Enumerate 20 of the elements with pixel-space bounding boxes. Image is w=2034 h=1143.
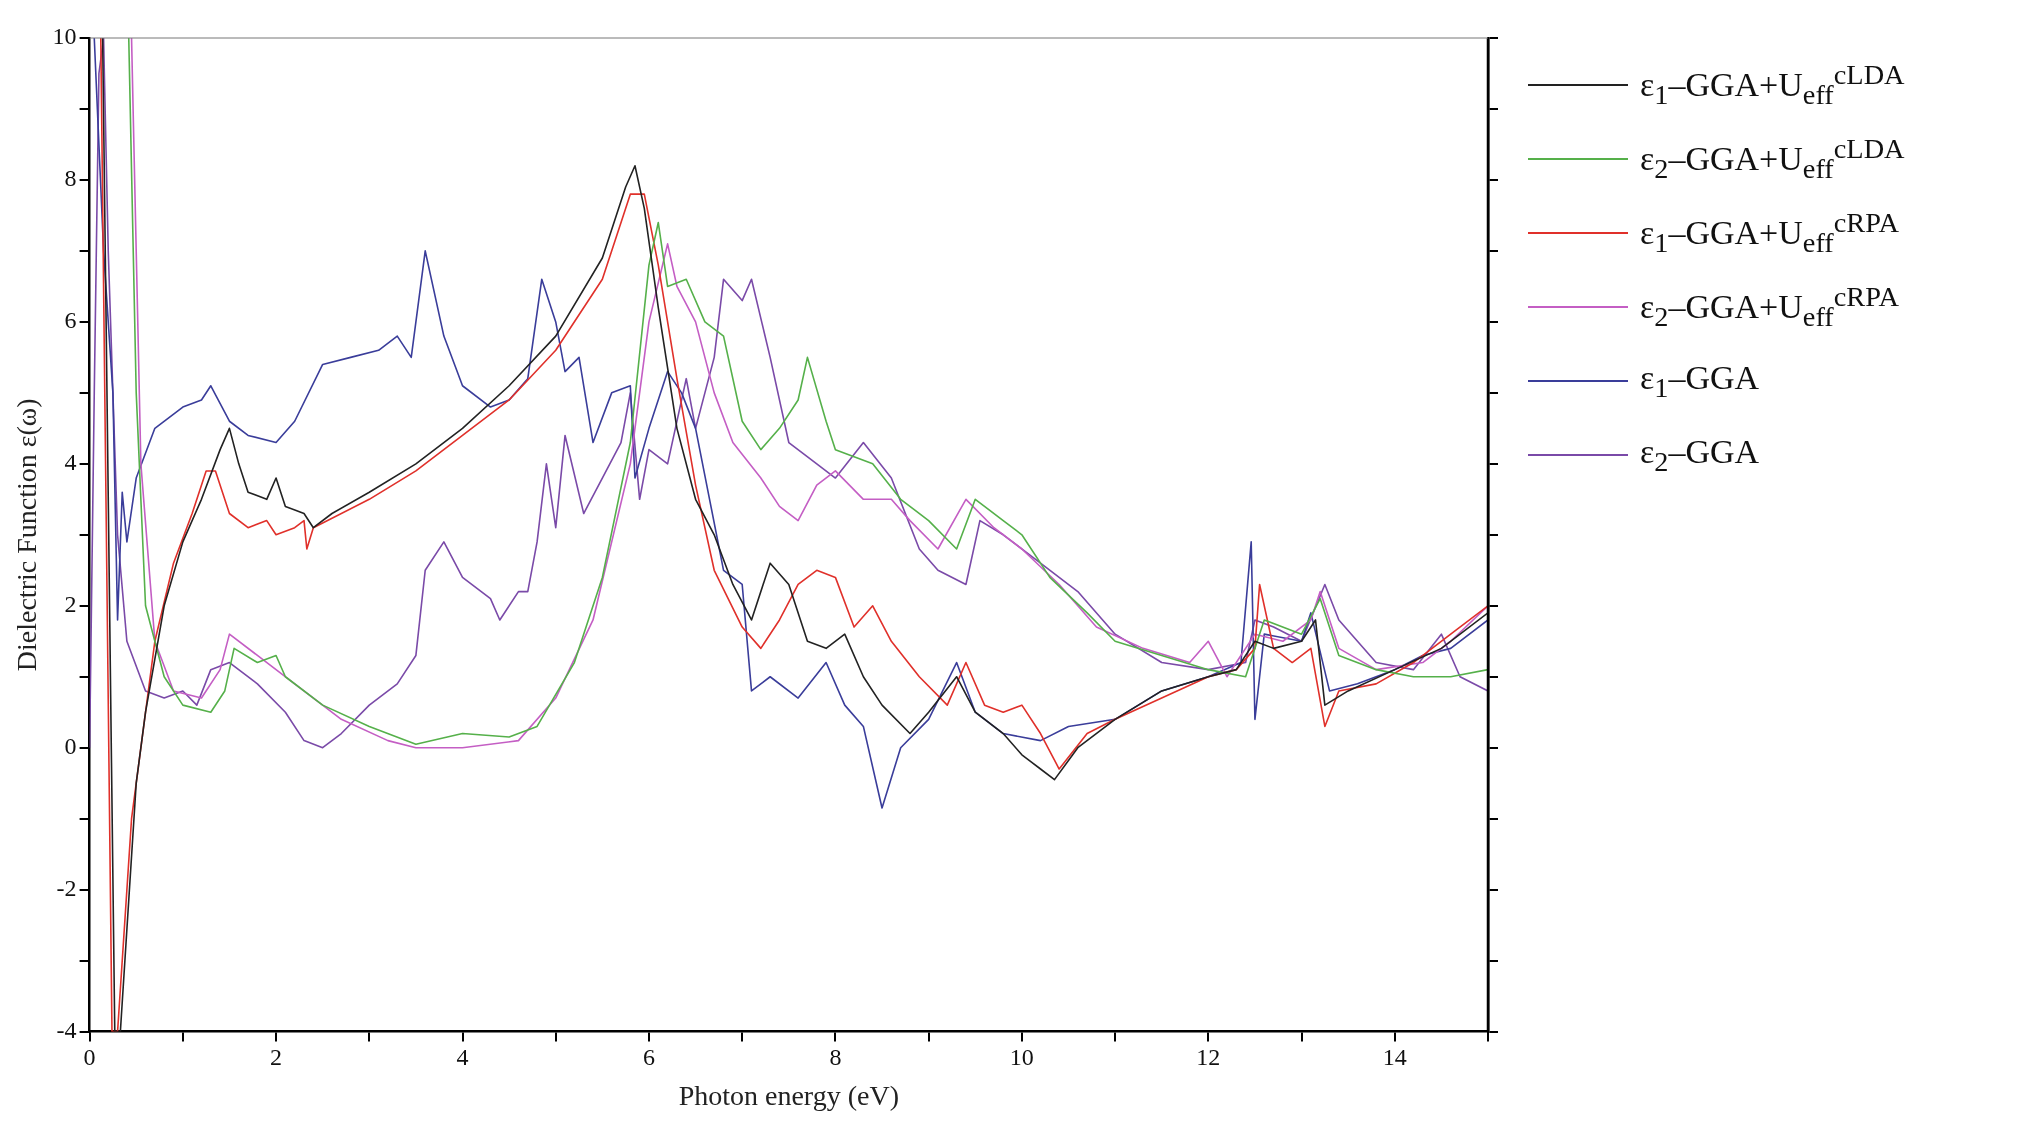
y-tick-label: 2 bbox=[64, 591, 77, 618]
y-tick-label: 10 bbox=[52, 23, 77, 50]
x-tick-label: 14 bbox=[1382, 1044, 1407, 1071]
x-tick-label: 6 bbox=[642, 1044, 655, 1071]
y-axis-title: Dielectric Function ε(ω) bbox=[11, 398, 43, 672]
x-tick-label: 8 bbox=[829, 1044, 842, 1071]
x-tick-label: 2 bbox=[270, 1044, 283, 1071]
legend-label: ε$_{1}$–GGA bbox=[1640, 358, 1760, 404]
x-tick-label: 10 bbox=[1009, 1044, 1034, 1071]
y-tick-label: -4 bbox=[56, 1016, 77, 1043]
legend-label: ε$_{2}$–GGA bbox=[1640, 432, 1760, 478]
y-tick-label: 0 bbox=[64, 733, 77, 760]
x-tick-label: 4 bbox=[456, 1044, 469, 1071]
x-tick-label: 0 bbox=[83, 1044, 96, 1071]
y-tick-label: -2 bbox=[56, 874, 77, 901]
y-tick-label: 8 bbox=[64, 165, 77, 192]
y-tick-label: 6 bbox=[64, 307, 77, 334]
x-axis-title: Photon energy (eV) bbox=[678, 1079, 899, 1111]
y-tick-label: 4 bbox=[64, 449, 77, 476]
x-tick-label: 12 bbox=[1196, 1044, 1221, 1071]
